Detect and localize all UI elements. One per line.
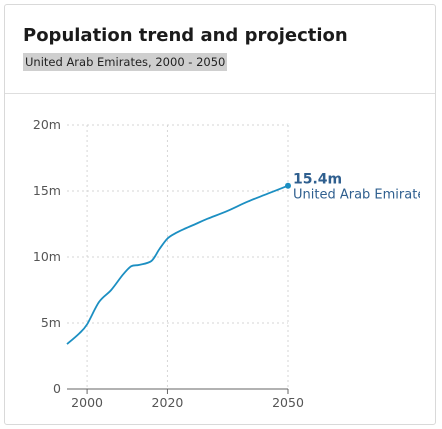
y-tick-label: 5m (41, 315, 61, 330)
chart-header: Population trend and projection United A… (5, 5, 435, 94)
end-series-label: United Arab Emirates (293, 188, 432, 203)
x-tick-label: 2000 (71, 395, 103, 410)
series-line-0 (66, 184, 289, 345)
x-tick-label: 2050 (272, 395, 304, 410)
chart-subtitle: United Arab Emirates, 2000 - 2050 (23, 53, 228, 71)
x-tick-label: 2020 (152, 395, 184, 410)
series-end-point (285, 182, 291, 189)
y-tick-label: 15m (33, 183, 61, 198)
y-tick-label: 10m (33, 249, 61, 264)
chart-title: Population trend and projection (23, 25, 348, 46)
y-tick-label: 20m (33, 117, 61, 132)
chart-card: Population trend and projection United A… (4, 4, 436, 425)
y-tick-label: 0 (53, 381, 61, 396)
end-value-label: 15.4m (293, 172, 342, 188)
